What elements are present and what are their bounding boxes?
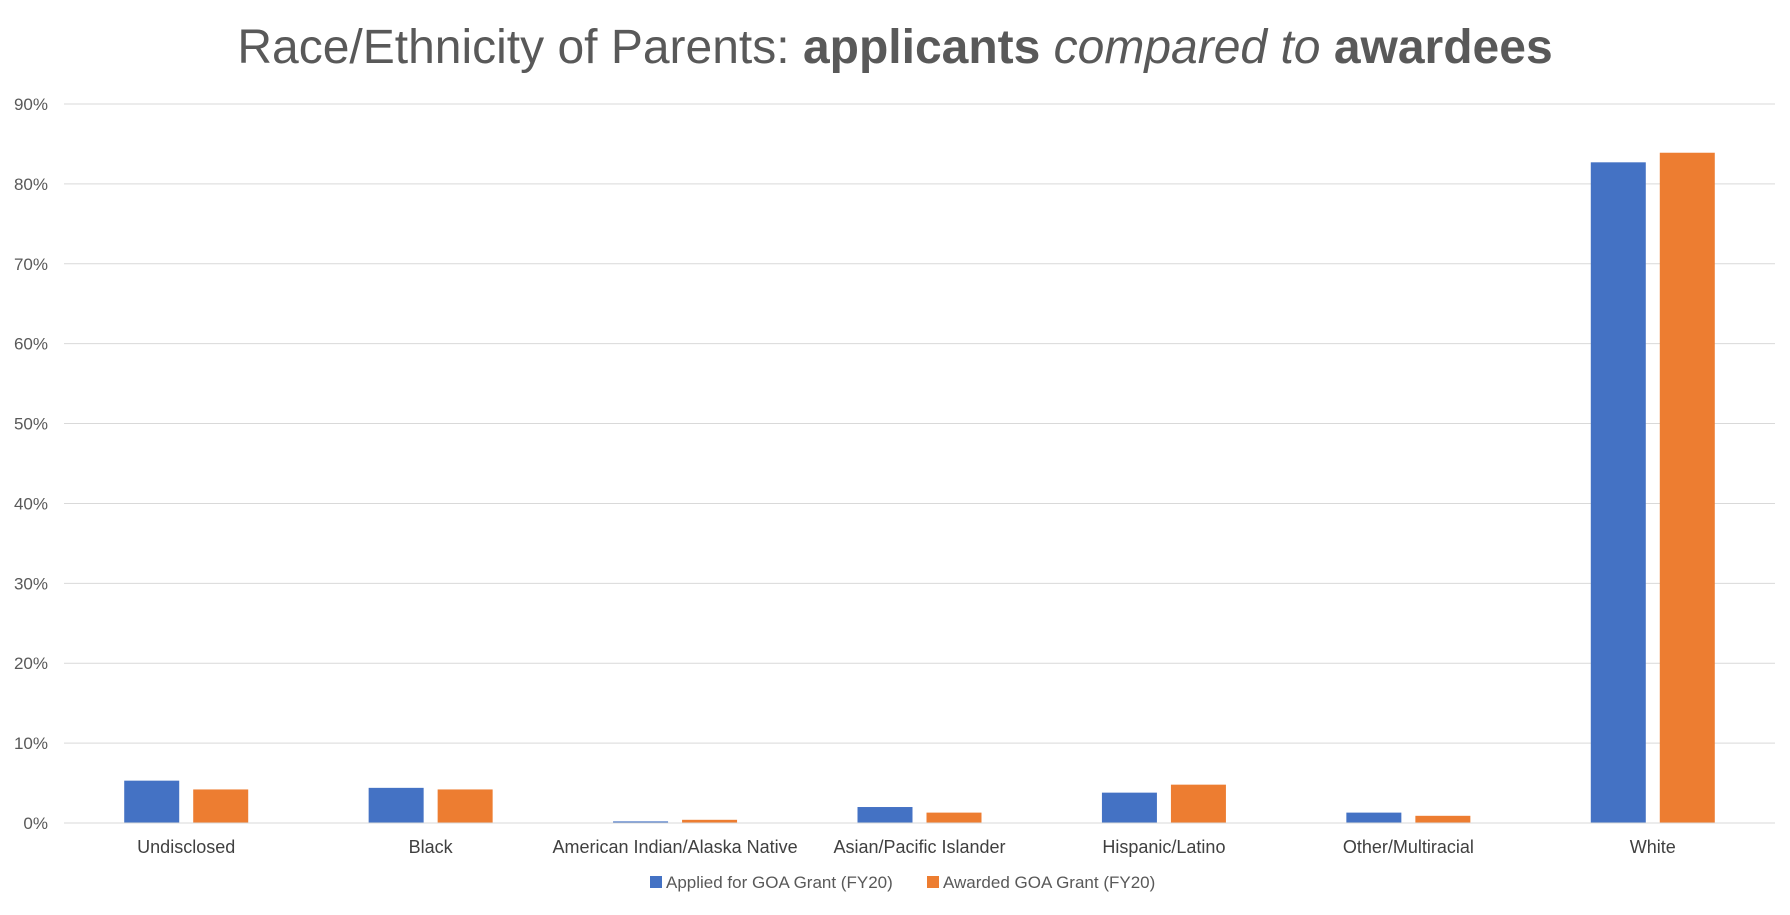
- bar-applied-1: [368, 787, 424, 823]
- y-tick-label: 90%: [14, 95, 48, 114]
- bar-awarded-2: [682, 819, 738, 823]
- gridlines: [64, 103, 1775, 824]
- bar-applied-2: [613, 821, 669, 823]
- legend-swatch-applied: [650, 876, 662, 888]
- y-tick-label: 20%: [14, 654, 48, 673]
- x-axis-category-labels: Undisclosed Black American Indian/Alaska N…: [137, 837, 1676, 857]
- chart-title-awardees: awardees: [1334, 21, 1553, 74]
- bar-awarded-1: [437, 789, 493, 823]
- legend-swatch-awarded: [927, 876, 939, 888]
- y-tick-label: 70%: [14, 255, 48, 274]
- legend-label-awarded: Awarded GOA Grant (FY20): [943, 873, 1155, 892]
- bars: [64, 152, 1775, 824]
- x-category-label: Hispanic/Latino: [1102, 837, 1225, 857]
- x-category-label: White: [1630, 837, 1676, 857]
- bar-awarded-0: [193, 789, 249, 823]
- y-axis-tick-labels: 0% 10% 20% 30% 40% 50% 60% 70% 80% 90%: [14, 95, 48, 833]
- bar-applied-3: [857, 807, 913, 823]
- bar-awarded-4: [1170, 784, 1226, 823]
- bar-applied-4: [1101, 792, 1157, 823]
- y-tick-label: 60%: [14, 335, 48, 354]
- legend-label-applied: Applied for GOA Grant (FY20): [666, 873, 893, 892]
- bar-applied-6: [1590, 162, 1646, 823]
- x-category-label: Other/Multiracial: [1343, 837, 1474, 857]
- bar-awarded-6: [1659, 152, 1715, 823]
- x-category-label: Black: [409, 837, 454, 857]
- y-tick-label: 50%: [14, 415, 48, 434]
- chart-title-part-1: Race/Ethnicity of Parents:: [237, 21, 803, 74]
- x-category-label: American Indian/Alaska Native: [553, 837, 798, 857]
- y-tick-label: 30%: [14, 574, 48, 593]
- chart-title: Race/Ethnicity of Parents: applicants co…: [237, 21, 1552, 74]
- chart-title-compared-to: compared to: [1040, 21, 1333, 74]
- y-tick-label: 80%: [14, 175, 48, 194]
- x-category-label: Asian/Pacific Islander: [833, 837, 1005, 857]
- bar-awarded-5: [1415, 815, 1471, 823]
- x-category-label: Undisclosed: [137, 837, 235, 857]
- chart-title-applicants: applicants: [803, 21, 1040, 74]
- y-tick-label: 0%: [23, 814, 48, 833]
- y-tick-label: 40%: [14, 494, 48, 513]
- bar-applied-5: [1346, 812, 1402, 823]
- bar-applied-0: [124, 780, 180, 823]
- y-tick-label: 10%: [14, 734, 48, 753]
- legend: Applied for GOA Grant (FY20) Awarded GOA …: [650, 873, 1155, 892]
- bar-awarded-3: [926, 812, 982, 823]
